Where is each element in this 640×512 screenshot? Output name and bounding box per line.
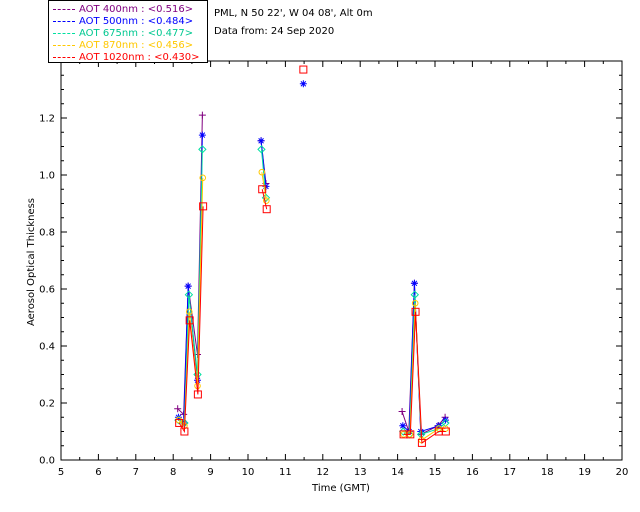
legend-entry-675nm: AOT 675nm : <0.477> <box>53 28 193 40</box>
y-tick-label: 1.2 <box>39 114 55 125</box>
series-line <box>260 140 267 187</box>
x-axis: 5 6 7 8 9 10 11 12 13 14 15 16 17 18 19 20 <box>58 61 629 478</box>
data-point <box>184 290 194 299</box>
y-axis: 0.0 0.2 0.4 0.6 0.8 1.0 1.2 <box>39 74 622 467</box>
data-point <box>410 290 420 299</box>
y-tick-label: 0.8 <box>39 228 55 239</box>
data-point <box>257 145 266 154</box>
x-tick-label: 16 <box>466 467 479 478</box>
x-tick-label: 14 <box>391 467 404 478</box>
legend-label-870nm: AOT 870nm : <0.456> <box>79 40 194 51</box>
x-tick-label: 19 <box>578 467 591 478</box>
data-point <box>198 145 207 154</box>
data-point <box>199 174 207 182</box>
data-point <box>299 65 308 74</box>
series-3 <box>175 168 449 444</box>
legend-entry-500nm: AOT 500nm : <0.484> <box>53 16 193 28</box>
x-tick-label: 18 <box>541 467 554 478</box>
data-point <box>185 308 193 316</box>
y-tick-label: 0.6 <box>39 285 55 296</box>
legend-label-500nm: AOT 500nm : <0.484> <box>79 16 194 27</box>
data-point <box>441 418 450 428</box>
data-point <box>399 427 408 436</box>
data-point <box>174 405 182 413</box>
y-tick-label: 1.0 <box>39 171 55 182</box>
data-point <box>262 205 271 214</box>
x-tick-label: 8 <box>170 467 176 478</box>
series-line <box>178 206 204 434</box>
series-line <box>401 283 446 436</box>
series-line <box>260 149 267 198</box>
series-1 <box>174 80 449 435</box>
data-point <box>180 427 189 436</box>
data-point <box>193 390 202 399</box>
data-point <box>257 137 265 145</box>
y-tick-label: 0.4 <box>39 342 55 353</box>
site-info: PML, N 50 22', W 04 08', Alt 0m <box>214 8 373 19</box>
legend-swatch-870nm <box>53 44 75 46</box>
x-tick-label: 7 <box>133 467 139 478</box>
data-point <box>299 80 307 88</box>
date-info: Data from: 24 Sep 2020 <box>214 26 335 37</box>
legend-entry-870nm: AOT 870nm : <0.456> <box>53 40 193 52</box>
x-tick-label: 17 <box>503 467 516 478</box>
legend-label-400nm: AOT 400nm : <0.516> <box>79 4 194 15</box>
data-point <box>417 438 426 447</box>
data-point <box>199 202 208 211</box>
y-tick-label: 0.0 <box>39 456 55 467</box>
legend-swatch-400nm <box>53 8 75 10</box>
legend-swatch-1020nm <box>53 56 75 58</box>
data-point <box>185 316 194 325</box>
legend-entry-400nm: AOT 400nm : <0.516> <box>53 4 193 16</box>
plot-frame <box>60 60 623 461</box>
legend-entry-1020nm: AOT 1020nm : <0.430> <box>53 52 199 64</box>
x-tick-label: 5 <box>58 467 64 478</box>
x-tick-label: 11 <box>279 467 292 478</box>
data-point <box>411 299 419 307</box>
data-point <box>198 131 206 139</box>
legend-swatch-675nm <box>53 32 75 34</box>
x-tick-label: 9 <box>207 467 213 478</box>
data-point <box>406 430 415 439</box>
data-point <box>263 197 270 204</box>
data-point <box>441 427 450 436</box>
y-axis-label: Aerosol Optical Thickness <box>26 198 37 326</box>
data-point <box>399 422 407 430</box>
legend: AOT 400nm : <0.516> AOT 500nm : <0.484> … <box>48 0 208 63</box>
data-point <box>398 408 406 416</box>
series-layer <box>174 65 450 447</box>
legend-label-675nm: AOT 675nm : <0.477> <box>79 28 194 39</box>
legend-swatch-500nm <box>53 20 75 22</box>
x-tick-label: 13 <box>354 467 367 478</box>
data-point <box>411 307 420 316</box>
x-tick-label: 10 <box>242 467 255 478</box>
data-point <box>184 282 192 290</box>
series-line <box>403 311 446 444</box>
data-point <box>198 111 206 119</box>
x-tick-label: 6 <box>95 467 101 478</box>
x-tick-label: 12 <box>316 467 329 478</box>
legend-label-1020nm: AOT 1020nm : <0.430> <box>79 52 200 63</box>
x-axis-label: Time (GMT) <box>311 483 370 494</box>
x-tick-label: 15 <box>429 467 442 478</box>
data-point <box>258 168 266 176</box>
series-4 <box>175 65 450 447</box>
data-point <box>410 279 418 287</box>
series-line <box>261 172 267 201</box>
series-2 <box>174 145 450 439</box>
data-point <box>258 185 267 194</box>
x-tick-label: 20 <box>616 467 629 478</box>
y-tick-label: 0.2 <box>39 399 55 410</box>
data-point <box>175 418 184 427</box>
series-0 <box>174 111 449 438</box>
